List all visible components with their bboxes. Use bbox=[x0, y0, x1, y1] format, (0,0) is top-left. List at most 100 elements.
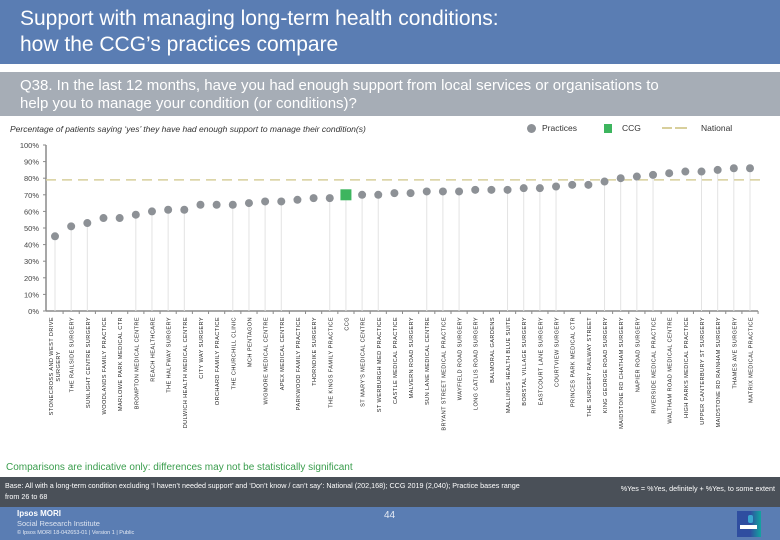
x-tick-label: THE HALFWAY SURGERY bbox=[167, 317, 173, 393]
page-number: 44 bbox=[384, 510, 396, 521]
practice-point bbox=[277, 197, 286, 206]
x-tick-label-line: MAIDSTONE RD CHATHAM SURGERY bbox=[619, 317, 625, 429]
x-tick-label-line: CCG bbox=[344, 317, 350, 331]
ipsos-logo-icon bbox=[737, 511, 761, 537]
x-tick-label: THORNDIKE SURGERY bbox=[312, 317, 318, 386]
practice-point bbox=[649, 170, 658, 179]
x-tick-label-line: SUN LANE MEDICAL CENTRE bbox=[425, 317, 431, 405]
question-line-1: Q38. In the last 12 months, have you had… bbox=[20, 77, 659, 94]
x-tick-label: ST WERBURGH MED PRACTICE bbox=[377, 317, 383, 412]
practice-point bbox=[228, 200, 237, 209]
x-tick-label-line: MAIDSTONE RD RAINHAM SURGERY bbox=[716, 317, 722, 427]
x-tick-label: BORSTAL VILLAGE SURGERY bbox=[522, 317, 528, 406]
practice-point bbox=[713, 165, 722, 174]
x-tick-label: THE SURGERY RAILWAY STREET bbox=[587, 317, 593, 417]
y-tick-label: 20% bbox=[24, 274, 39, 283]
y-tick-label: 60% bbox=[24, 207, 39, 216]
y-tick-label: 70% bbox=[24, 191, 39, 200]
practice-point bbox=[600, 177, 609, 186]
x-tick-label-line: COURTVIEW SURGERY bbox=[555, 317, 561, 387]
practice-point bbox=[309, 194, 318, 203]
practice-point bbox=[83, 219, 92, 228]
practice-point bbox=[244, 199, 253, 208]
practice-point bbox=[422, 187, 431, 196]
y-tick-label: 40% bbox=[24, 241, 39, 250]
practice-point bbox=[503, 185, 512, 194]
x-tick-label: THAMES AVE SURGERY bbox=[732, 317, 738, 389]
x-tick-label-line: HIGH PARKS MEDICAL PRACTICE bbox=[684, 317, 690, 418]
x-tick-label: LONG CATLIS ROAD SURGERY bbox=[474, 317, 480, 410]
base-text: Base: All with a long-term condition exc… bbox=[5, 481, 520, 501]
x-tick-label: MCH PENTAGON bbox=[247, 317, 253, 367]
y-tick-label: 100% bbox=[20, 141, 40, 150]
x-tick-label: STONECROSS AND WEST DRIVESURGERY bbox=[49, 317, 62, 415]
x-tick-label-line: EASTCOURT LANE SURGERY bbox=[538, 317, 544, 405]
x-tick-label-line: WALTHAM ROAD MEDICAL CENTRE bbox=[668, 317, 674, 424]
title-line-2: how the CCG’s practices compare bbox=[20, 33, 339, 56]
x-tick-label-line: NAPIER ROAD SURGERY bbox=[635, 317, 641, 392]
practice-circle-icon bbox=[527, 123, 536, 133]
x-tick-label-line: UPPER CANTERBURY ST SURGERY bbox=[700, 317, 706, 425]
x-tick-label: PARKWOOD FAMILY PRACTICE bbox=[296, 317, 302, 410]
legend-ccg-label: CCG bbox=[622, 123, 641, 133]
legend-ccg: CCG bbox=[604, 123, 641, 133]
practice-point bbox=[455, 187, 464, 196]
practice-point bbox=[131, 210, 140, 219]
x-tick-label-line: WOODLANDS FAMILY PRACTICE bbox=[102, 317, 108, 414]
x-tick-label-line: BROMPTON MEDICAL CENTRE bbox=[134, 317, 140, 409]
practice-point bbox=[487, 185, 496, 194]
x-tick-label: WIGMORE MEDICAL CENTRE bbox=[264, 317, 270, 405]
x-tick-label-line: THORNDIKE SURGERY bbox=[312, 317, 318, 386]
org-name: Ipsos MORI bbox=[17, 509, 62, 518]
page-title: Support with managing long-term health c… bbox=[20, 6, 499, 58]
question-text: Q38. In the last 12 months, have you had… bbox=[20, 77, 659, 113]
practice-point bbox=[471, 185, 480, 194]
practice-point bbox=[584, 180, 593, 189]
x-tick-label: CASTLE MEDICAL PRACTICE bbox=[393, 317, 399, 404]
x-tick-label-line: MALVERN ROAD SURGERY bbox=[409, 317, 415, 398]
x-tick-label-line: RIVERSIDE MEDICAL PRACTICE bbox=[652, 317, 658, 414]
practice-point bbox=[519, 184, 528, 193]
x-tick-label: PRINCES PARK MEDICAL CTR bbox=[571, 317, 577, 407]
footer: Ipsos MORI Social Research Institute © I… bbox=[0, 507, 780, 540]
question-banner: Q38. In the last 12 months, have you had… bbox=[0, 72, 780, 116]
x-tick-label: SUN LANE MEDICAL CENTRE bbox=[425, 317, 431, 405]
x-tick-label-line: PRINCES PARK MEDICAL CTR bbox=[571, 317, 577, 407]
x-tick-label: WAYFIELD ROAD SURGERY bbox=[458, 317, 464, 400]
x-tick-label-line: PARKWOOD FAMILY PRACTICE bbox=[296, 317, 302, 410]
x-tick-label-line: BRYANT STREET MEDICAL PRACTICE bbox=[441, 317, 447, 431]
practice-point bbox=[196, 200, 205, 209]
practice-point bbox=[51, 232, 59, 241]
x-tick-label: MAIDSTONE RD CHATHAM SURGERY bbox=[619, 317, 625, 429]
practice-point bbox=[665, 169, 674, 178]
x-tick-label-line: SURGERY bbox=[56, 351, 62, 381]
practice-point bbox=[325, 194, 334, 203]
practice-point bbox=[212, 200, 221, 209]
x-tick-label: BROMPTON MEDICAL CENTRE bbox=[134, 317, 140, 409]
x-tick-label-line: ST MARY'S MEDICAL CENTRE bbox=[361, 317, 367, 407]
base-bar: Base: All with a long-term condition exc… bbox=[0, 477, 780, 507]
x-tick-label-line: MALLINGS HEALTH BLUE SUITE bbox=[506, 317, 512, 413]
x-tick-label: MARLOWE PARK MEDICAL CTR bbox=[118, 317, 124, 411]
legend-national: National bbox=[662, 123, 732, 133]
practice-point bbox=[438, 187, 447, 196]
legend-practices: Practices bbox=[527, 123, 577, 133]
practice-point bbox=[616, 174, 625, 183]
x-tick-label-line: CITY WAY SURGERY bbox=[199, 317, 205, 379]
x-tick-label-line: THE CHURCHILL CLINIC bbox=[231, 317, 237, 389]
x-tick-label: ST MARY'S MEDICAL CENTRE bbox=[361, 317, 367, 407]
x-tick-label-line: THAMES AVE SURGERY bbox=[732, 317, 738, 389]
x-tick-label: COURTVIEW SURGERY bbox=[555, 317, 561, 387]
national-line-icon bbox=[662, 127, 687, 129]
y-tick-label: 30% bbox=[24, 257, 39, 266]
x-tick-label: RIVERSIDE MEDICAL PRACTICE bbox=[652, 317, 658, 414]
practice-point bbox=[632, 172, 641, 181]
x-tick-label-line: BALMORAL GARDENS bbox=[490, 317, 496, 383]
y-tick-label: 50% bbox=[24, 224, 39, 233]
x-tick-label: CCG bbox=[344, 317, 350, 331]
x-tick-label: THE CHURCHILL CLINIC bbox=[231, 317, 237, 389]
institute-name: Social Research Institute bbox=[17, 519, 100, 528]
x-tick-label: BALMORAL GARDENS bbox=[490, 317, 496, 383]
x-tick-label-line: APEX MEDICAL CENTRE bbox=[280, 317, 286, 390]
x-tick-label-line: ORCHARD FAMILY PRACTICE bbox=[215, 317, 221, 405]
